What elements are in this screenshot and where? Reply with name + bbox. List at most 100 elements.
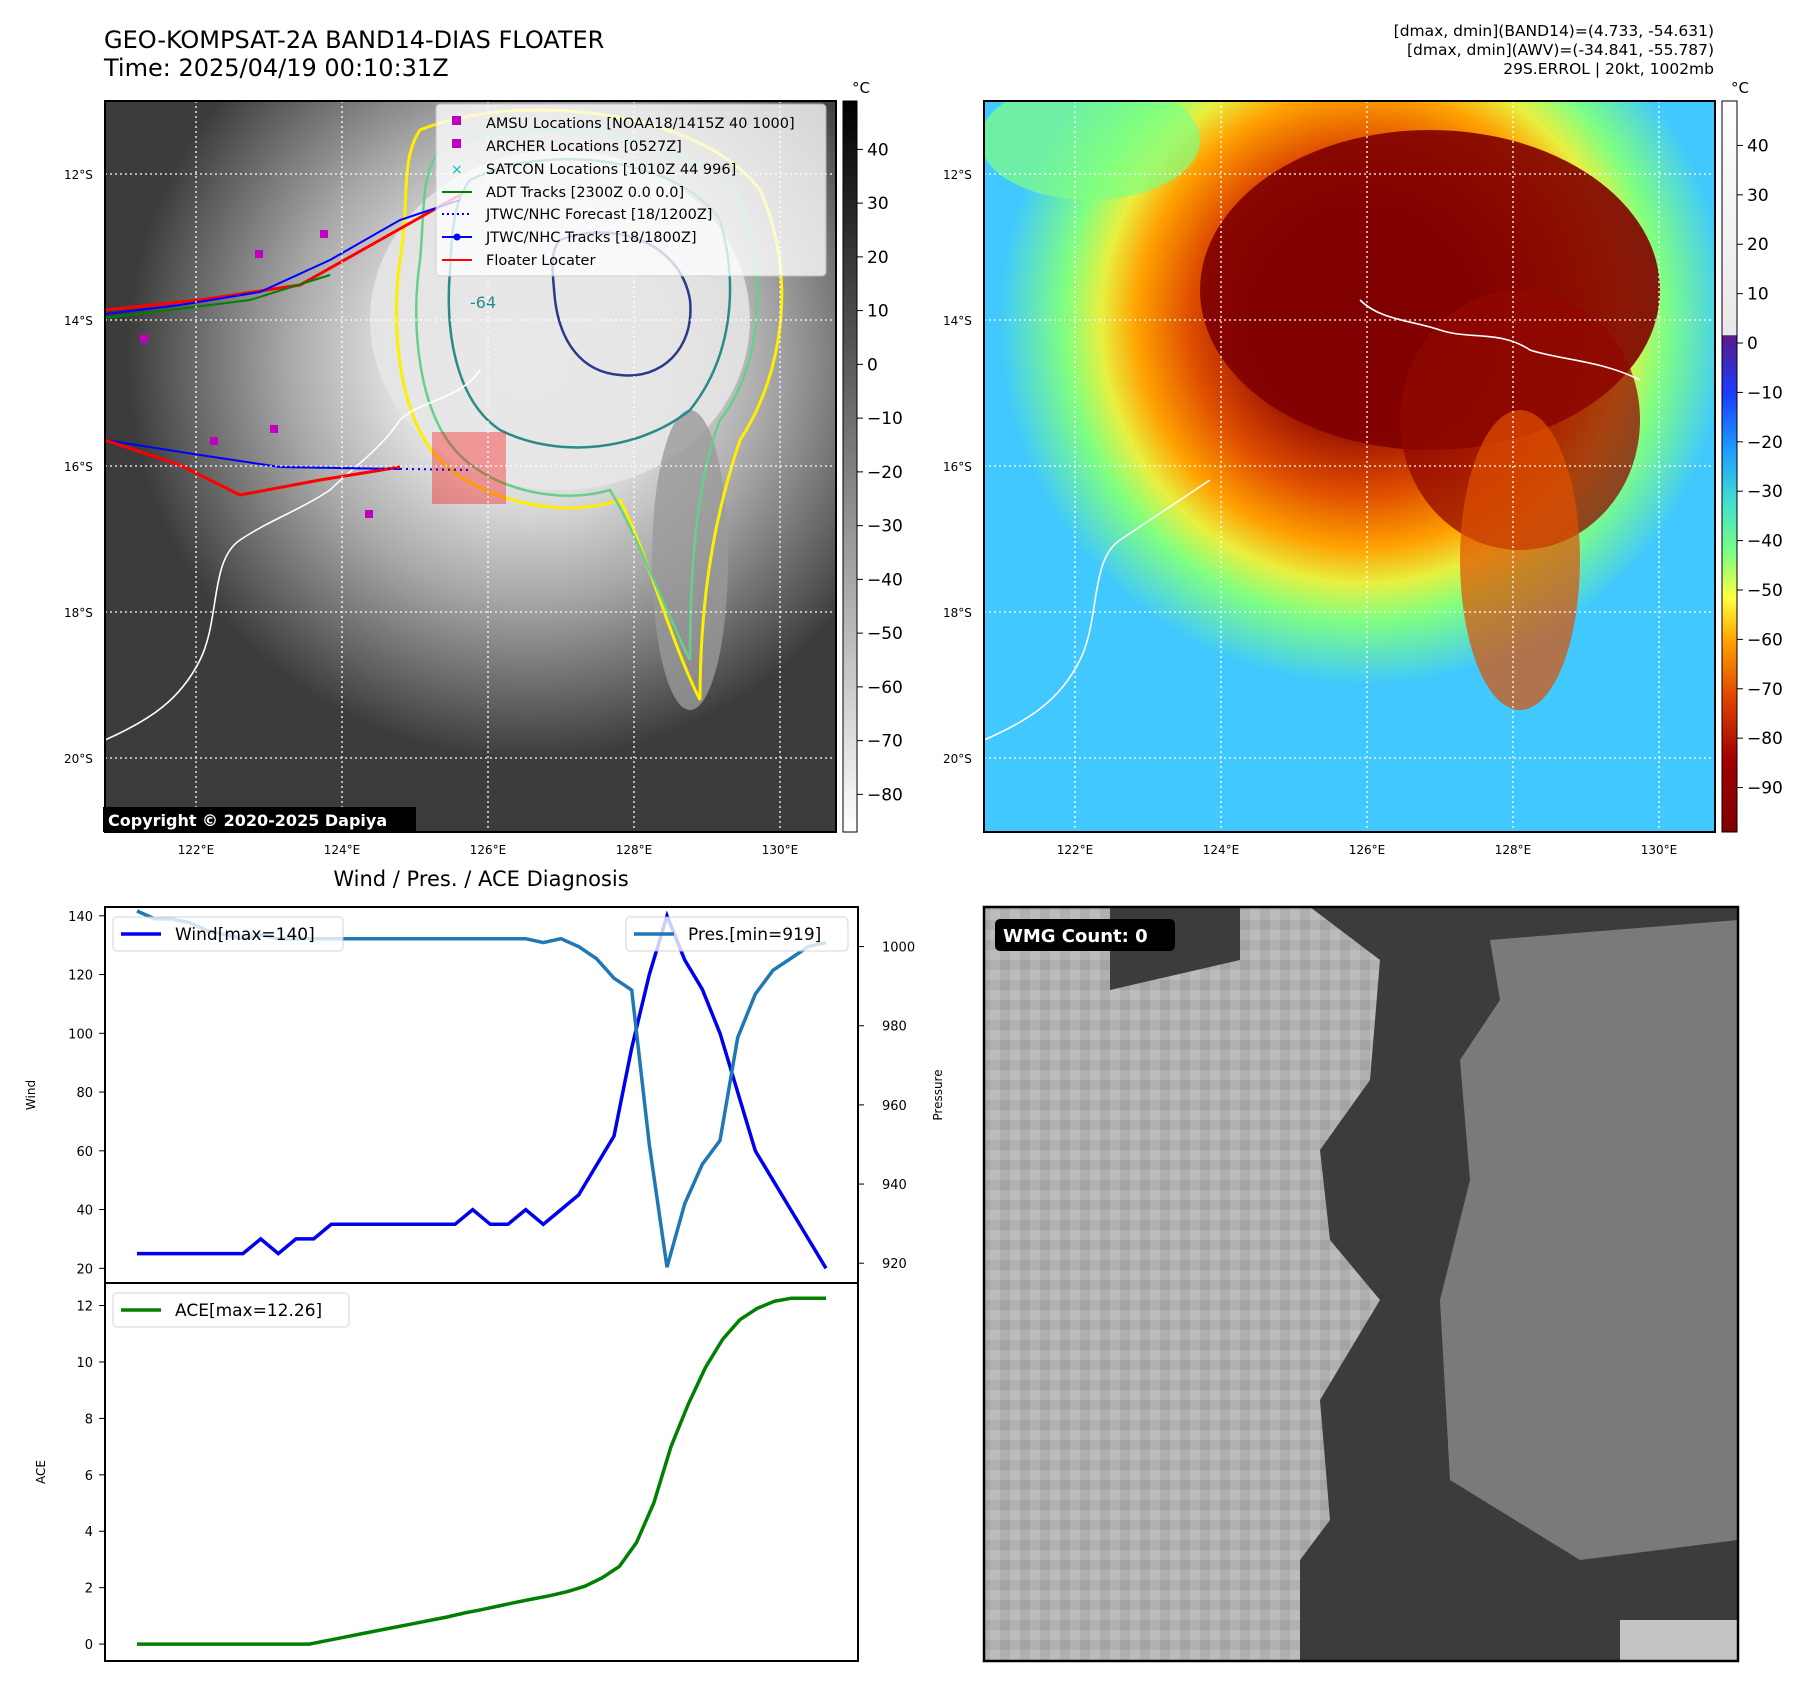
adt-track-upper (105, 274, 331, 319)
pressure-ytick: 940 (882, 1178, 907, 1193)
map-gridlines-right (984, 101, 1715, 832)
ace-legend: ACE[max=12.26] (112, 1292, 350, 1328)
wind-legend: Wind[max=140] (112, 916, 344, 952)
lon-label: 126°E (1349, 843, 1386, 857)
ace-chart: 0 2 4 6 8 10 12 ACE ACE[max=12.26] (34, 1282, 859, 1662)
wind-plot-frame (104, 906, 859, 1284)
colorbar-gray-tick: −70 (867, 732, 903, 752)
ace-ylabel: ACE (34, 1460, 48, 1484)
ace-series-line (137, 1296, 826, 1646)
coastline (105, 369, 481, 741)
jtwc-track-upper (105, 199, 461, 315)
wind-pressure-chart: 20 40 60 80 100 120 140 920 940 960 980 1000 Wind Pre… (24, 906, 945, 1284)
contour-label: -64 (470, 293, 496, 312)
legend-archer-swatch (452, 139, 461, 148)
legend-tracks: JTWC/NHC Tracks [18/1800Z] (485, 230, 697, 246)
legend-satcon-swatch: × (451, 162, 463, 178)
colorbar-gray-tick: 40 (867, 140, 889, 160)
colorbar-color-tick: −50 (1747, 581, 1783, 601)
lon-label: 128°E (616, 843, 653, 857)
coastline-right (1359, 299, 1641, 381)
map-frame-right (983, 100, 1716, 833)
colorbar-color-tick: 10 (1747, 285, 1769, 305)
info-awv: [dmax, dmin](AWV)=(-34.841, -55.787) (1407, 41, 1714, 59)
lon-label: 130°E (1641, 843, 1678, 857)
colorbar-color-tick: −90 (1747, 779, 1783, 799)
colorbar-gray-tick: −30 (867, 517, 903, 537)
wmg-panel: WMG Count: 0 (982, 905, 1740, 1663)
map-lon-labels-right: 122°E 124°E 126°E 128°E 130°E (1057, 843, 1678, 857)
colorbar-color-tick: −30 (1747, 482, 1783, 502)
colorbar-color-tick: −60 (1747, 630, 1783, 650)
wmg-mid-region (1440, 920, 1738, 1560)
colorbar-color-unit: °C (1731, 79, 1749, 97)
diagnosis-title: Wind / Pres. / ACE Diagnosis (333, 867, 628, 891)
colorbar-color-tick: 40 (1747, 136, 1769, 156)
lon-label: 124°E (1203, 843, 1240, 857)
legend-archer: ARCHER Locations [0527Z] (486, 139, 682, 155)
lat-label: 18°S (943, 606, 972, 620)
colorbar-gray-tick: −80 (867, 785, 903, 805)
lon-label: 122°E (178, 843, 215, 857)
map-lat-labels-left: 12°S 14°S 16°S 18°S 20°S (64, 168, 93, 766)
colorbar-gray: °C 40 30 20 10 0 −10 −20 −30 −40 −50 −60 −70 −80 (842, 79, 903, 833)
map-legend: AMSU Locations [NOAA18/1415Z 40 1000] AR… (435, 103, 827, 277)
wind-legend-label: Wind[max=140] (175, 925, 315, 945)
lat-label: 20°S (64, 752, 93, 766)
colorbar-color-tick: −10 (1747, 383, 1783, 403)
colorbar-gray-tick: −10 (867, 409, 903, 429)
pressure-ytick: 980 (882, 1020, 907, 1035)
copyright-badge (103, 807, 416, 832)
floater-track-lower (105, 438, 401, 497)
legend-amsu: AMSU Locations [NOAA18/1415Z 40 1000] (486, 116, 795, 132)
ace-ytick: 8 (85, 1412, 93, 1427)
legend-amsu-swatch (452, 116, 461, 125)
colorbar-color-tick: 20 (1747, 235, 1769, 255)
wmg-frame (982, 905, 1740, 1663)
wind-ylabel: Wind (24, 1080, 38, 1110)
colorbar-color-tick: −80 (1747, 729, 1783, 749)
lat-label: 20°S (943, 752, 972, 766)
colorbar-gray-tick: 30 (867, 194, 889, 214)
legend-adt: ADT Tracks [2300Z 0.0 0.0] (486, 185, 684, 201)
lon-label: 126°E (470, 843, 507, 857)
coastline-right-west (984, 479, 1211, 741)
storm-info: [dmax, dmin](BAND14)=(4.733, -54.631) [d… (1394, 22, 1714, 79)
amsu-marker (270, 425, 278, 433)
ace-ytick: 10 (76, 1356, 93, 1371)
copyright-text: Copyright © 2020-2025 Dapiya (108, 811, 387, 830)
lat-label: 18°S (64, 606, 93, 620)
pressure-ytick: 960 (882, 1099, 907, 1114)
colorbar-gray-tick: −50 (867, 624, 903, 644)
legend-forecast: JTWC/NHC Forecast [18/1200Z] (485, 207, 712, 223)
pressure-legend-label: Pres.[min=919] (688, 925, 821, 945)
colorbar-gray-tick: −20 (867, 463, 903, 483)
colorbar-color-tick: −70 (1747, 680, 1783, 700)
amsu-marker (210, 437, 218, 445)
title-satellite: GEO-KOMPSAT-2A BAND14-DIAS FLOATER (104, 26, 605, 54)
lat-label: 12°S (64, 168, 93, 182)
ace-ytick: 2 (85, 1582, 93, 1597)
colorbar-color-tick: 0 (1747, 334, 1758, 354)
wind-ytick: 60 (76, 1145, 93, 1160)
colorbar-color: °C 40 30 20 10 0 −10 −20 −30 −40 −50 −60 −70 −80 −90 (1721, 79, 1783, 833)
floater-box (432, 432, 506, 504)
pressure-ylabel: Pressure (931, 1069, 945, 1120)
colorbar-gray-unit: °C (852, 79, 870, 97)
colorbar-color-tick: 30 (1747, 186, 1769, 206)
wind-ytick: 20 (76, 1262, 93, 1277)
map-lon-labels-left: 122°E 124°E 126°E 128°E 130°E (178, 843, 799, 857)
wind-ytick: 100 (68, 1027, 93, 1042)
color-ir-map (984, 101, 1715, 832)
legend-satcon: SATCON Locations [1010Z 44 996] (486, 162, 736, 178)
wind-ytick: 140 (68, 910, 93, 925)
ace-ytick: 12 (76, 1300, 93, 1315)
lon-label: 124°E (324, 843, 361, 857)
lat-label: 14°S (64, 314, 93, 328)
colorbar-gray-tick: 10 (867, 302, 889, 322)
jtwc-forecast-line (279, 466, 471, 471)
lon-label: 130°E (762, 843, 799, 857)
map-frame-left (104, 100, 837, 833)
lon-label: 122°E (1057, 843, 1094, 857)
lat-label: 14°S (943, 314, 972, 328)
